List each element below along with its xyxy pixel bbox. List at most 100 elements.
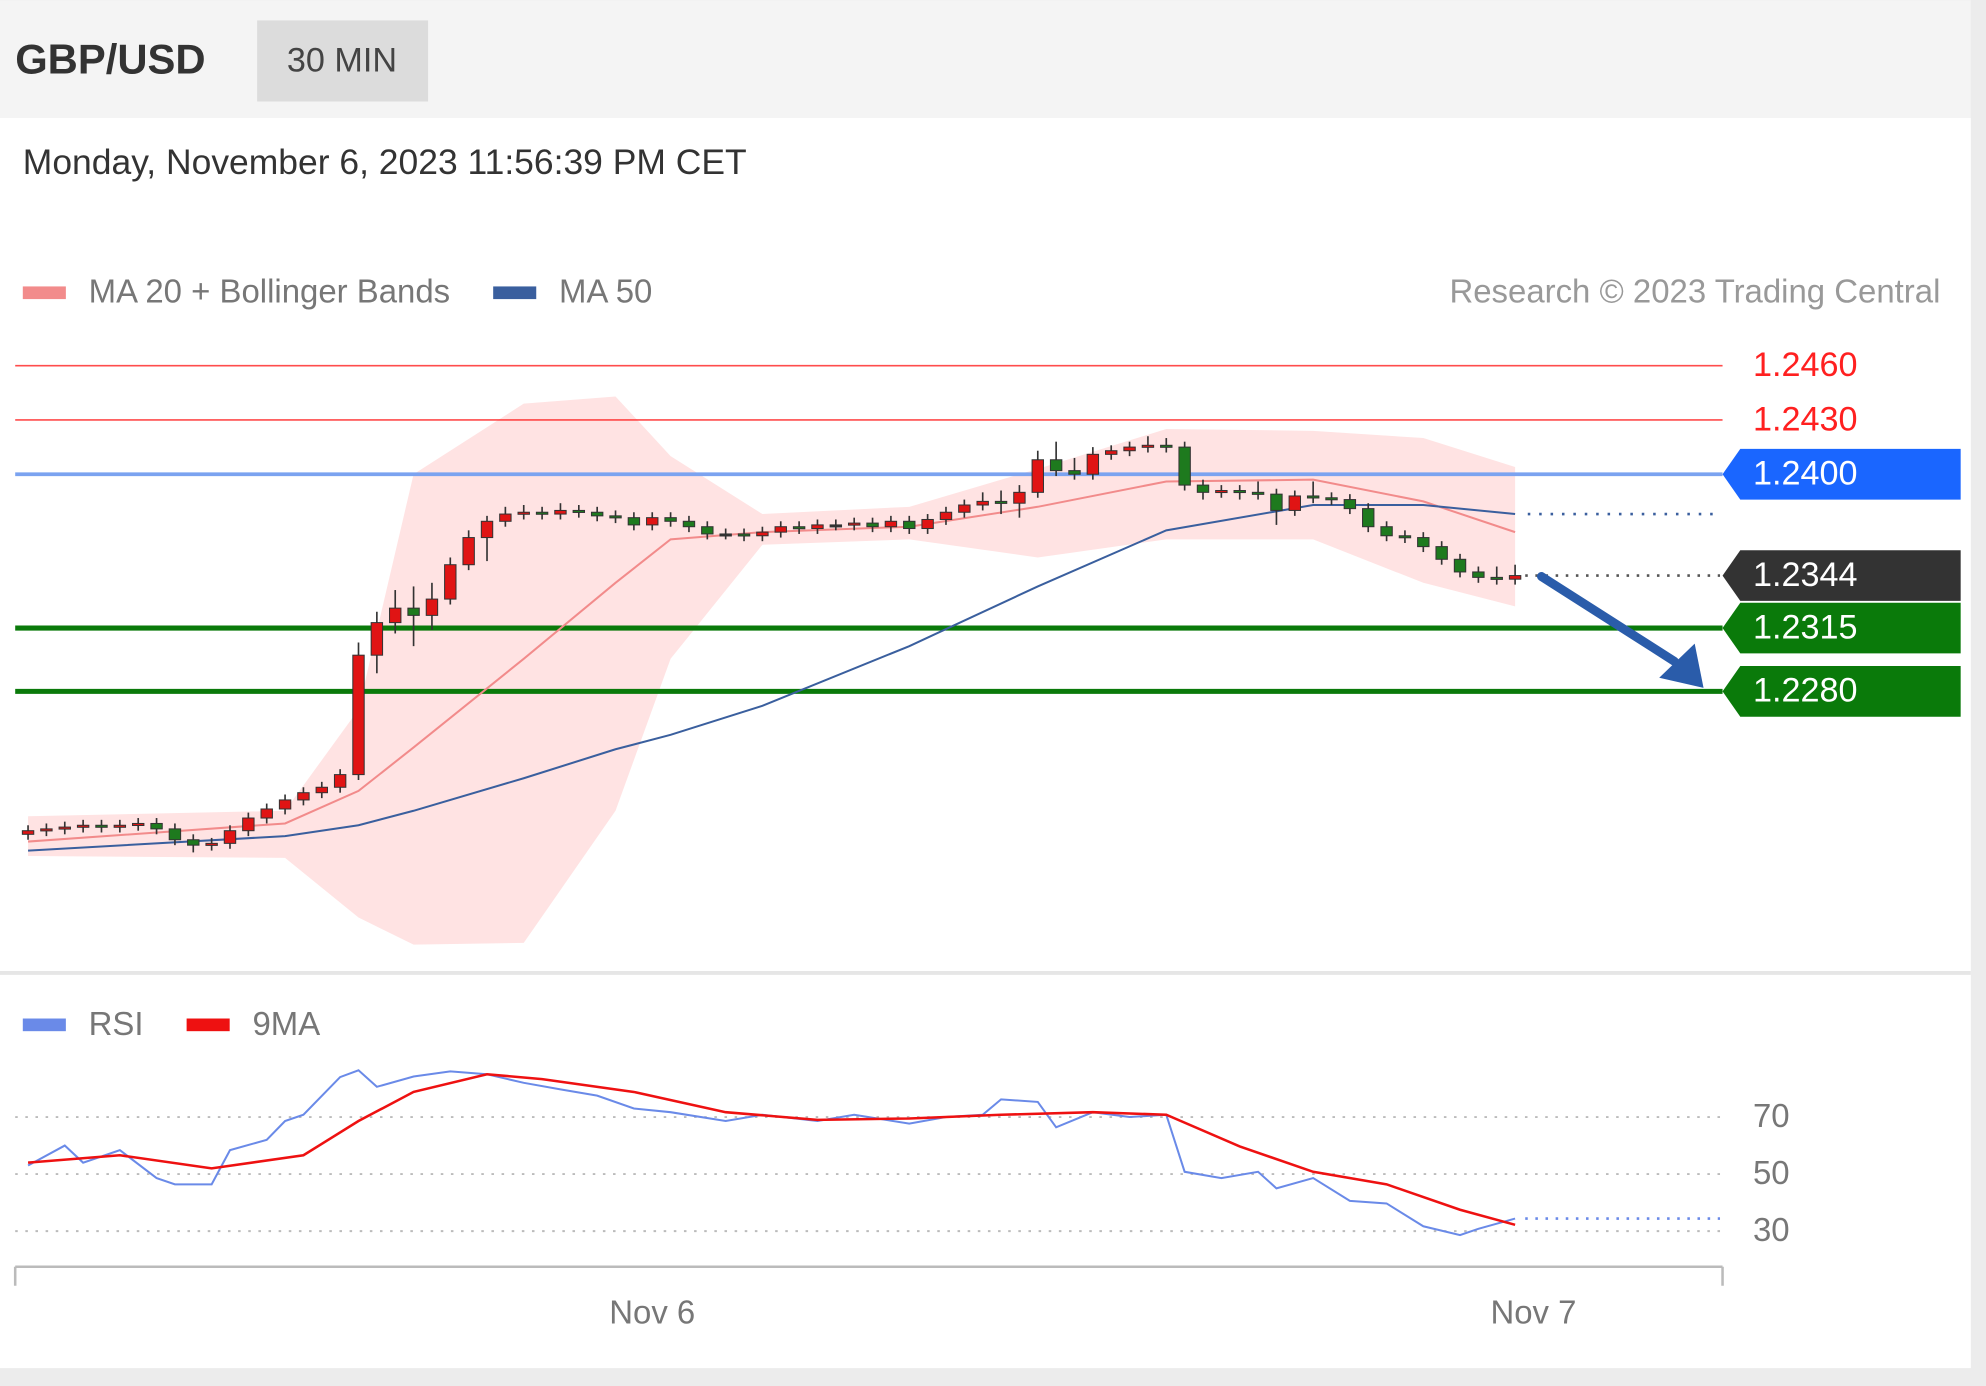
candle-body (1288, 495, 1302, 511)
candle-body (499, 513, 512, 522)
projection-arrow (1536, 572, 1679, 666)
x-tick-label: Nov 7 (1490, 1294, 1576, 1331)
candle-body (1435, 546, 1448, 560)
interval[interactable]: 30 MIN (287, 41, 397, 79)
candle-body (1049, 459, 1063, 472)
y-tick-label: 70 (1753, 1097, 1790, 1134)
candle-body (866, 522, 879, 528)
candle-body (260, 808, 273, 819)
candle-body (719, 533, 732, 537)
candle-body (462, 537, 475, 566)
candle-body (847, 522, 861, 526)
level-label: 1.2460 (1753, 346, 1858, 384)
candle-body (1233, 490, 1246, 494)
level-label: 1.2400 (1753, 455, 1858, 493)
legend-label: RSI (89, 1005, 144, 1042)
candle-body (21, 830, 35, 835)
x-tick-label: Nov 6 (609, 1294, 695, 1331)
legend-label: MA 50 (559, 273, 652, 310)
candle-body (1508, 575, 1522, 580)
candle-body (1251, 491, 1265, 495)
candle-body (884, 520, 898, 528)
level-label: 1.2280 (1753, 672, 1858, 710)
candle-body (609, 515, 622, 519)
level-tag (1722, 666, 1961, 717)
level-tag (1722, 602, 1961, 654)
candle-body (572, 509, 586, 513)
candle-body (389, 607, 402, 624)
credit: Research © 2023 Trading Central (1449, 273, 1940, 310)
candle-body (425, 598, 439, 616)
candle-body (205, 842, 218, 846)
candle-body (1398, 535, 1412, 539)
candle-body (1031, 459, 1044, 493)
candle-body (95, 824, 108, 828)
candle-body (444, 564, 457, 600)
bollinger-band (28, 396, 1516, 945)
candle-body (76, 824, 90, 828)
candle-body (903, 520, 916, 530)
candle-body (1105, 450, 1118, 455)
candle-body (664, 517, 677, 522)
candle-body (187, 839, 200, 846)
symbol: GBP/USD (15, 35, 205, 82)
candle-body (554, 509, 567, 515)
candle-body (1160, 444, 1173, 448)
candle-body (352, 654, 365, 776)
legend-swatch (22, 1018, 66, 1032)
candle-body (333, 774, 347, 788)
y-tick-label: 30 (1753, 1211, 1790, 1248)
indicator-line (27, 1072, 1516, 1227)
interval-chip[interactable] (257, 20, 429, 102)
candle-body (40, 828, 53, 832)
candle-body (627, 517, 641, 526)
candle-body (278, 799, 292, 810)
candle-body (1343, 499, 1357, 510)
candle-body (1123, 446, 1136, 452)
candle-body (242, 817, 255, 832)
y-tick-label: 50 (1753, 1154, 1790, 1191)
candle-body (1196, 484, 1210, 493)
candle-body (370, 622, 384, 656)
moving-average (27, 478, 1516, 843)
candle-body (1306, 495, 1320, 499)
candle-body (58, 826, 71, 830)
candle-body (590, 511, 604, 517)
level-label: 1.2430 (1753, 400, 1858, 438)
candle-body (1086, 453, 1100, 475)
candle-body (315, 786, 328, 794)
candle-body (1013, 491, 1026, 504)
level-label: 1.2344 (1753, 556, 1858, 594)
candle-body (811, 524, 824, 530)
candle-body (792, 526, 806, 530)
candle-body (1417, 537, 1430, 548)
candle-body (150, 822, 163, 830)
candle-body (1178, 446, 1191, 486)
candle-body (1362, 508, 1375, 528)
indicator-line (27, 1069, 1516, 1237)
candle-body (480, 520, 494, 539)
candle-body (939, 511, 953, 520)
candle-body (407, 607, 420, 616)
candle-body (1325, 497, 1338, 501)
card (0, 117, 1971, 1369)
level-tag (1722, 550, 1961, 601)
level-label: 1.2315 (1753, 608, 1858, 646)
candle-body (1270, 493, 1283, 511)
candle-body (1215, 490, 1228, 494)
candle-body (921, 518, 934, 530)
candle-body (1453, 558, 1467, 573)
candle-body (131, 822, 145, 826)
candle-body (168, 828, 182, 841)
candle-body (646, 517, 659, 526)
legend-label: MA 20 + Bollinger Bands (89, 273, 450, 310)
candle-body (994, 500, 1008, 504)
candle-body (976, 500, 989, 506)
candle-body (297, 792, 310, 801)
candle-body (829, 524, 843, 528)
candle-body (737, 533, 751, 537)
plot: 1.2460 1.2430 1.2400 1.2344 1.2315 1.2280 MA 2… (15, 273, 1961, 1331)
candle-body (774, 526, 787, 533)
legend-swatch (22, 286, 66, 300)
